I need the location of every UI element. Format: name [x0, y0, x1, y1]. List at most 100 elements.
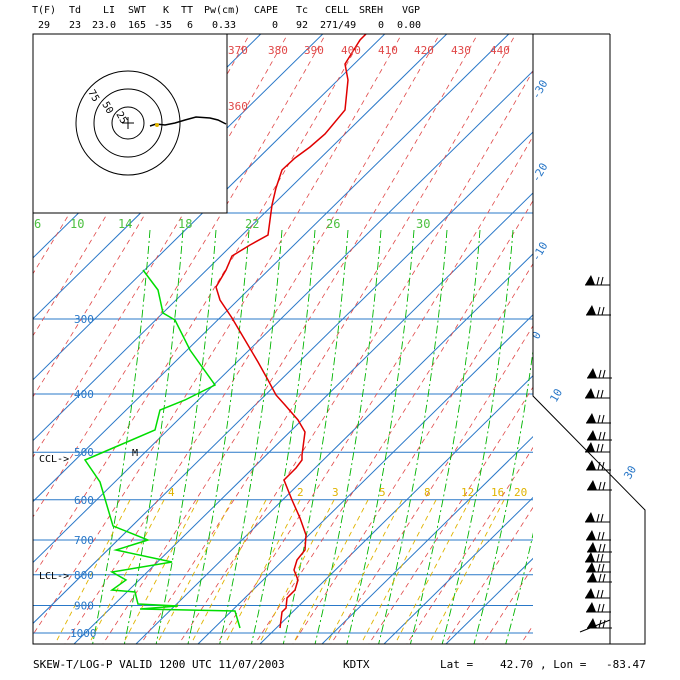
wind-barb-flag [601, 306, 605, 316]
theta-label: 390 [304, 44, 324, 57]
header-value-td: 23 [69, 20, 82, 31]
profile-layer [83, 34, 367, 629]
pressure-tick-label: 400 [74, 388, 94, 401]
wind-barb-flag [600, 589, 604, 599]
mixing-ratio-label: 18 [178, 217, 192, 231]
dry-adiabat-line [33, 34, 365, 577]
header-label-li: LI [103, 5, 116, 16]
footer-lat-label: Lat = [440, 658, 474, 671]
hodograph-ring-label: 75 [85, 88, 101, 104]
wind-barb [587, 542, 612, 553]
chart-footer: SKEW-T/LOG-P VALID 1200 UTC 11/07/2003 K… [0, 654, 680, 678]
temperature-tick-label: 0 [529, 329, 544, 341]
moist-adiabat-line [505, 532, 533, 644]
wind-barb [586, 460, 611, 471]
isotherm-line [33, 34, 448, 442]
theta-label-mid: 360 [228, 100, 248, 113]
footer-title: SKEW-T/LOG-P VALID 1200 UTC 11/07/2003 [33, 658, 285, 671]
wind-barb-flag [598, 431, 602, 441]
pressure-tick-label: 800 [74, 569, 94, 582]
hodograph-trace [149, 116, 227, 127]
header-label-sreh: SREH [359, 5, 384, 16]
pressure-tick-label: 300 [74, 313, 94, 326]
isotherm-line [383, 496, 533, 644]
wind-barb-flag [601, 461, 605, 471]
wind-barb [587, 480, 612, 491]
pressure-tick-label: 900 [74, 600, 94, 613]
mixing-ratio-label: 6 [34, 217, 41, 231]
mixing-ratio-line [88, 499, 165, 644]
wind-barb-flag [598, 481, 602, 491]
frame-layer [32, 33, 646, 645]
mixing-ratio-label: 14 [118, 217, 132, 231]
lcl-marker: LCL-> [39, 571, 69, 582]
wind-barb-flag [596, 589, 600, 599]
wind-barb-pennant [586, 530, 596, 540]
dry-adiabat-line [33, 34, 289, 458]
dewpoint-profile [83, 269, 241, 629]
wind-barb-flag [598, 573, 602, 583]
wind-barb-pennant [587, 368, 597, 378]
wind-barb-pennant [586, 305, 596, 315]
wind-barb [585, 512, 610, 523]
dry-adiabat-line [482, 566, 533, 644]
dry-adiabat-line [33, 34, 403, 636]
moist-adiabat-line [155, 229, 217, 644]
pressure-tick-label: 500 [74, 446, 94, 459]
isotherm-line [135, 253, 533, 644]
isotherm-line [33, 34, 324, 320]
wind-barb-flag [598, 369, 602, 379]
header-value-tf: 29 [38, 20, 51, 31]
header-value-vgp: 0.00 [397, 20, 422, 31]
mixing-ratio-line [360, 499, 437, 644]
header-label-swt: SWT [128, 5, 147, 16]
mixing-ratio-label: 10 [70, 217, 84, 231]
header-value-cell: 271/49 [320, 20, 357, 31]
header-label-cell: CELL [325, 5, 350, 16]
mixing-ratio-line [224, 499, 301, 644]
moist-adiabat-line [92, 229, 151, 644]
mixing-ratio-label: 3 [332, 486, 339, 499]
header-value-sreh: 0 [378, 20, 385, 31]
header-label-tf: T(F) [32, 5, 57, 16]
wind-barb-flag [602, 619, 606, 629]
mixing-ratio-label: 5 [379, 486, 386, 499]
wind-barb-flag [596, 276, 600, 286]
wind-barb-pennant [585, 588, 595, 598]
pressure-tick-label: 600 [74, 494, 94, 507]
wind-barb [586, 413, 611, 424]
wind-barb-pennant [587, 572, 597, 582]
dry-adiabat-line [102, 34, 479, 644]
mixing-ratio-label: 16 [491, 486, 504, 499]
wind-barb-flag [600, 443, 604, 453]
theta-label: 440 [490, 44, 510, 57]
wind-barb-flag [597, 461, 601, 471]
mixing-ratio-line [326, 499, 403, 644]
wind-barb-pennant [585, 275, 595, 285]
wind-barb [586, 562, 611, 573]
wind-barb-flag [596, 513, 600, 523]
wind-barb-flag [597, 531, 601, 541]
mixing-ratio-label: 30 [416, 217, 430, 231]
header-value-k: -35 [154, 20, 173, 31]
wind-barb-pennant [585, 388, 595, 398]
mixing-ratio-line [428, 499, 505, 644]
wind-barb-flag [600, 553, 604, 563]
mixing-ratio-line [156, 499, 233, 644]
theta-label: 410 [378, 44, 398, 57]
footer-lon-value: -83.47 [606, 658, 646, 671]
hodograph-ring [75, 70, 181, 176]
mixing-ratio-label: 4 [168, 486, 175, 499]
wind-barb [586, 530, 611, 541]
wind-barb-flag [596, 553, 600, 563]
wind-barb-flag [600, 513, 604, 523]
isotherm-line [0, 20, 27, 644]
theta-label: 370 [228, 44, 248, 57]
dry-adiabat-line [292, 263, 533, 644]
dry-adiabat-line [216, 135, 533, 644]
wind-barb [587, 572, 612, 583]
mixing-ratio-line [258, 499, 335, 644]
sounding-indices-header: T(F) Td LI SWT K TT Pw(cm) CAPE Tc CELL … [0, 0, 680, 34]
